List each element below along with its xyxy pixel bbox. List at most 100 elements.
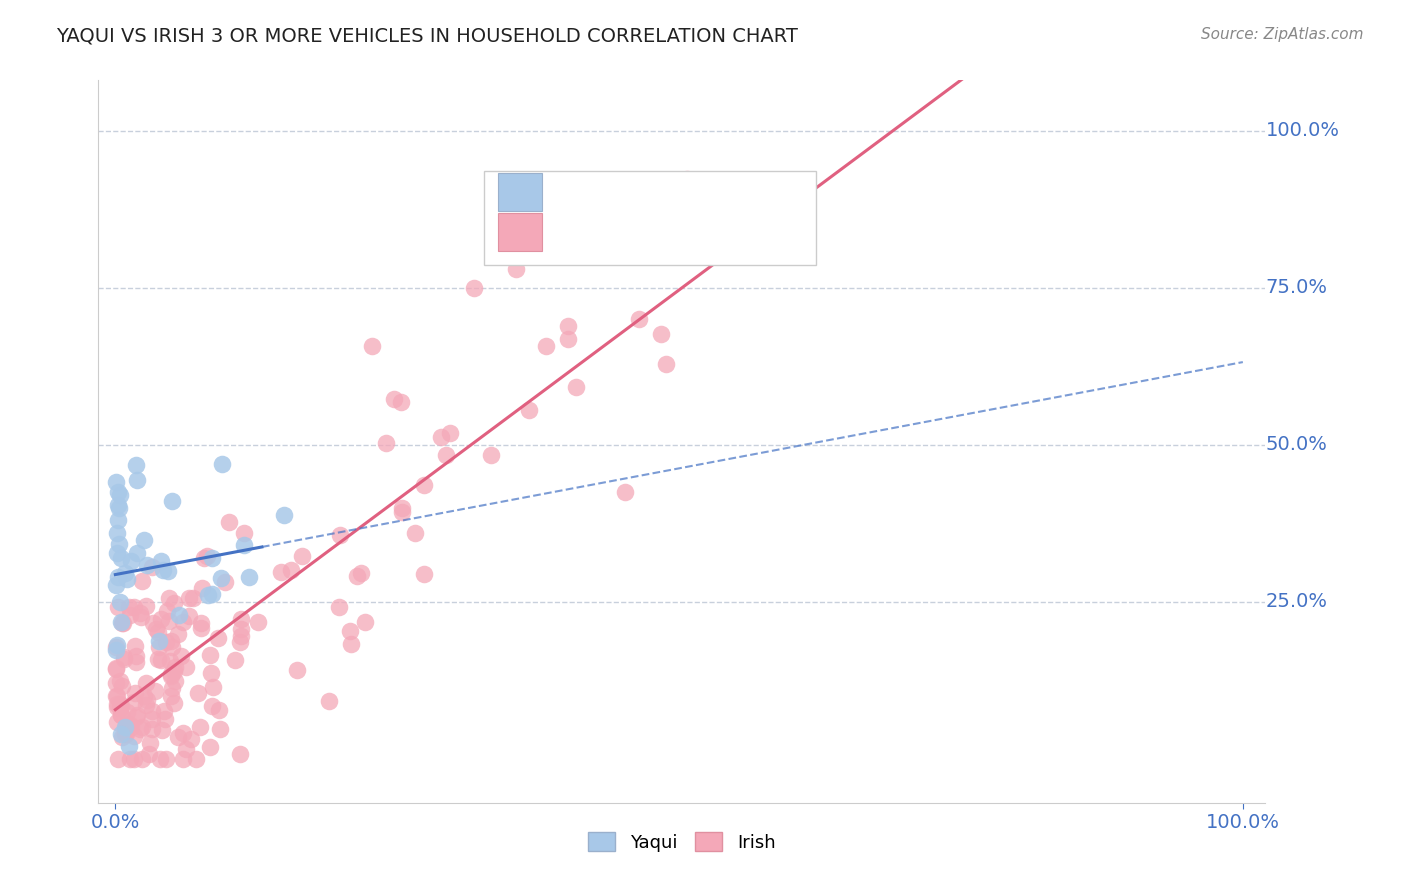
Point (115, 717, 138, 731)
Point (150, 612, 173, 626)
Point (108, 697, 131, 711)
Point (105, 661, 128, 675)
Point (115, 727, 138, 741)
Point (208, 703, 231, 717)
Point (108, 595, 131, 609)
Point (125, 546, 148, 560)
Point (157, 591, 180, 606)
Point (110, 615, 132, 629)
Point (155, 752, 177, 766)
Text: R =  0.627    N =  164: R = 0.627 N = 164 (555, 222, 790, 242)
Point (122, 695, 145, 709)
Point (170, 648, 193, 663)
Point (676, 171, 699, 186)
Point (110, 698, 132, 713)
Point (160, 634, 183, 648)
Point (434, 448, 457, 462)
Point (105, 525, 128, 540)
Point (125, 649, 148, 664)
Point (229, 634, 252, 648)
Point (131, 574, 153, 588)
Point (124, 686, 146, 700)
Point (157, 564, 180, 578)
Point (129, 609, 152, 624)
Text: Source: ZipAtlas.com: Source: ZipAtlas.com (1201, 27, 1364, 42)
Point (156, 604, 179, 618)
Point (128, 722, 150, 736)
Point (162, 596, 184, 610)
Point (122, 599, 145, 614)
Point (141, 712, 163, 726)
Point (190, 720, 212, 734)
Point (233, 525, 256, 540)
Point (135, 698, 157, 713)
Point (141, 704, 163, 718)
Point (179, 609, 201, 624)
Point (430, 430, 453, 444)
Point (108, 500, 131, 515)
Point (136, 558, 159, 573)
Point (157, 614, 180, 628)
Point (120, 608, 142, 623)
Point (285, 663, 308, 677)
Point (159, 654, 181, 668)
Point (198, 648, 221, 663)
Point (110, 674, 132, 689)
Point (361, 339, 384, 353)
Point (329, 528, 352, 542)
Point (186, 752, 208, 766)
Point (110, 707, 132, 722)
Point (135, 599, 157, 613)
Point (627, 312, 650, 326)
Point (114, 566, 136, 581)
Point (165, 660, 187, 674)
Point (163, 673, 186, 688)
Point (218, 515, 240, 529)
Point (105, 675, 128, 690)
Point (172, 752, 194, 766)
Point (104, 642, 127, 657)
Point (650, 327, 672, 342)
Bar (484, 170, 815, 265)
Point (148, 640, 170, 655)
Point (145, 684, 167, 698)
Point (291, 549, 314, 563)
Point (565, 380, 588, 394)
Point (125, 458, 148, 473)
Point (557, 332, 579, 346)
Point (148, 624, 170, 639)
Point (125, 710, 148, 724)
Point (160, 494, 183, 508)
Point (208, 722, 231, 736)
Point (107, 599, 129, 614)
Point (142, 615, 165, 630)
Point (557, 318, 579, 333)
Point (463, 281, 485, 295)
Point (104, 689, 127, 703)
Point (209, 571, 232, 585)
Point (105, 689, 128, 703)
Point (339, 624, 361, 638)
Point (647, 219, 669, 234)
Text: 25.0%: 25.0% (1265, 592, 1327, 611)
Point (155, 634, 177, 648)
Point (111, 616, 134, 631)
Point (202, 680, 225, 694)
Point (110, 727, 132, 741)
Point (195, 549, 218, 563)
Point (229, 612, 252, 626)
Point (193, 551, 215, 566)
Point (505, 262, 527, 277)
Point (127, 708, 149, 723)
Point (152, 705, 174, 719)
Point (160, 667, 183, 681)
Bar (498, 213, 541, 251)
Bar (498, 173, 541, 211)
Point (270, 565, 292, 579)
Point (125, 656, 148, 670)
Point (104, 661, 127, 675)
Point (174, 659, 197, 673)
Point (131, 720, 153, 734)
Point (110, 730, 132, 744)
Point (120, 554, 142, 568)
